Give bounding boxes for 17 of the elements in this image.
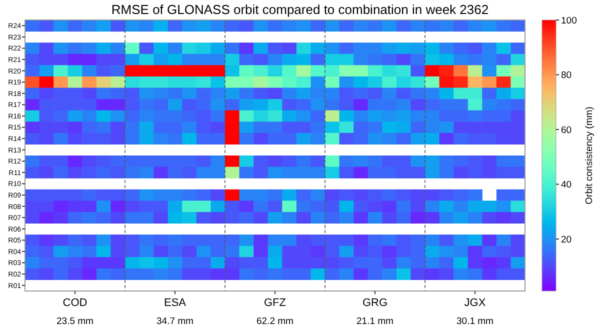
x-tick-label: GRG — [362, 297, 388, 309]
text: 23.5 mm — [56, 316, 94, 327]
x-tick-label: COD — [62, 297, 88, 309]
color-bar-label: 40 — [561, 180, 572, 191]
color-bar-title: Orbit consistency (mm) — [584, 106, 595, 204]
chart-title: RMSE of GLONASS orbit compared to combination in week 2362 — [111, 2, 489, 17]
x-tick-label: ESA — [164, 297, 187, 309]
x-tick-label: JGX — [464, 297, 486, 309]
color-bar-label: 20 — [561, 234, 572, 246]
color-bar-label: 100 — [561, 15, 577, 26]
color-bar-label: 60 — [561, 124, 572, 136]
text: 34.7 mm — [156, 316, 194, 327]
x-tick-label: GFZ — [264, 297, 286, 309]
text: 30.1 mm — [456, 316, 494, 327]
text: 21.1 mm — [356, 316, 394, 327]
text: 62.2 mm — [256, 316, 294, 327]
color-bar-label: 80 — [561, 70, 572, 82]
